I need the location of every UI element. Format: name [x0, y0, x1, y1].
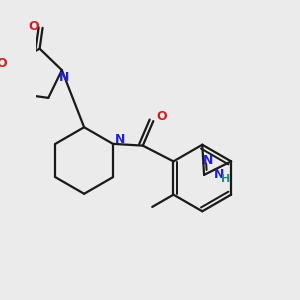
Text: N: N [59, 70, 70, 84]
Text: O: O [0, 57, 7, 70]
Text: O: O [28, 20, 39, 33]
Text: O: O [157, 110, 167, 123]
Text: N: N [115, 133, 125, 146]
Text: H: H [221, 174, 230, 184]
Text: N: N [214, 168, 224, 181]
Text: N: N [202, 154, 213, 167]
